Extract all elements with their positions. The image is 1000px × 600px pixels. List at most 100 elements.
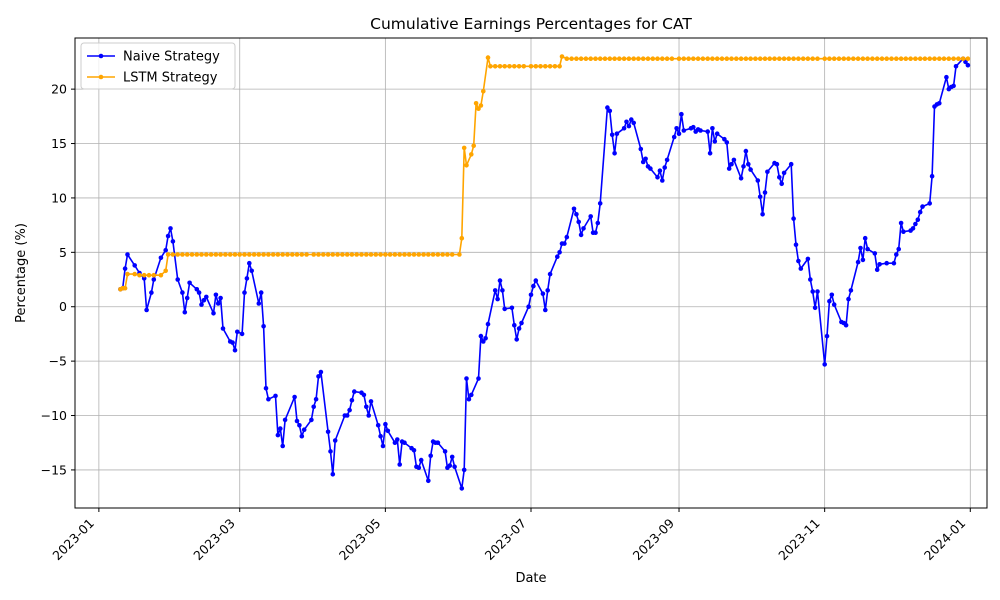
data-point	[855, 259, 861, 265]
data-point	[204, 294, 209, 300]
data-point	[208, 252, 214, 257]
data-point	[762, 56, 768, 61]
data-point	[927, 201, 932, 206]
data-point	[612, 56, 617, 61]
data-point	[597, 56, 603, 61]
data-point	[870, 56, 875, 61]
data-point	[395, 437, 400, 442]
data-point	[187, 280, 192, 286]
data-point	[440, 252, 446, 257]
data-point	[184, 252, 190, 257]
data-point	[514, 337, 519, 342]
data-point	[953, 64, 959, 69]
data-point	[301, 427, 307, 433]
data-point	[951, 83, 956, 89]
data-point	[328, 449, 333, 454]
data-point	[891, 260, 897, 266]
data-point	[712, 139, 718, 144]
data-point	[502, 306, 508, 312]
data-point	[151, 277, 157, 282]
data-point	[738, 56, 744, 61]
data-point	[416, 465, 422, 471]
data-point	[242, 290, 247, 295]
data-point	[442, 449, 448, 454]
data-point	[387, 252, 393, 257]
data-point	[239, 331, 245, 337]
data-point	[874, 267, 880, 273]
data-point	[340, 252, 345, 257]
data-point	[609, 132, 615, 138]
data-point	[516, 326, 522, 331]
data-point	[464, 163, 469, 168]
y-tick-label: −15	[41, 462, 67, 477]
data-point	[175, 252, 180, 257]
data-point	[220, 326, 226, 331]
data-point	[392, 252, 398, 257]
data-point	[519, 320, 524, 326]
data-point	[163, 268, 168, 274]
data-point	[798, 266, 804, 271]
data-point	[917, 56, 923, 61]
series-naive-strategy	[118, 56, 971, 491]
data-point	[478, 103, 484, 108]
x-axis-label: Date	[515, 571, 546, 586]
data-point	[418, 457, 424, 463]
y-tick-label: −10	[41, 408, 67, 423]
data-point	[476, 376, 481, 381]
data-point	[325, 429, 331, 435]
data-point	[757, 56, 763, 61]
data-point	[901, 229, 906, 234]
chart-title: Cumulative Earnings Percentages for CAT	[370, 15, 692, 33]
data-point	[189, 252, 195, 257]
data-point	[588, 214, 593, 219]
data-point	[731, 157, 737, 163]
data-point	[411, 252, 417, 257]
data-point	[714, 131, 720, 136]
y-tick-label: 20	[51, 82, 67, 97]
data-point	[913, 56, 918, 61]
data-point	[141, 276, 147, 281]
data-point	[910, 226, 916, 231]
data-point	[836, 56, 842, 61]
data-point	[502, 64, 508, 69]
legend-swatch-marker	[98, 74, 104, 80]
data-point	[956, 56, 961, 61]
data-point	[767, 56, 772, 61]
data-point	[516, 64, 522, 69]
data-point	[495, 296, 500, 302]
data-point	[640, 56, 646, 61]
data-point	[862, 235, 868, 241]
data-point	[626, 56, 632, 61]
data-point	[485, 55, 491, 60]
data-point	[512, 64, 517, 69]
data-point	[292, 394, 297, 400]
data-point	[671, 134, 677, 140]
data-point	[132, 271, 137, 277]
data-point	[332, 438, 338, 443]
data-point	[815, 289, 820, 294]
data-point	[247, 260, 252, 266]
data-point	[714, 56, 720, 61]
data-point	[946, 56, 952, 61]
data-point	[595, 220, 601, 226]
data-point	[521, 64, 527, 69]
data-point	[777, 56, 782, 61]
y-tick-label: 10	[51, 190, 67, 205]
data-point	[686, 56, 691, 61]
data-point	[249, 268, 254, 274]
data-point	[263, 386, 269, 391]
data-point	[645, 56, 651, 61]
data-point	[473, 101, 479, 106]
data-point	[855, 56, 861, 61]
data-point	[373, 252, 379, 257]
y-tick-label: 0	[59, 299, 67, 314]
data-point	[843, 322, 849, 328]
data-point	[822, 56, 827, 61]
data-point	[791, 56, 796, 61]
data-point	[297, 423, 302, 428]
data-point	[194, 287, 200, 292]
data-point	[309, 417, 314, 423]
data-point	[256, 252, 262, 257]
data-point	[884, 260, 889, 266]
